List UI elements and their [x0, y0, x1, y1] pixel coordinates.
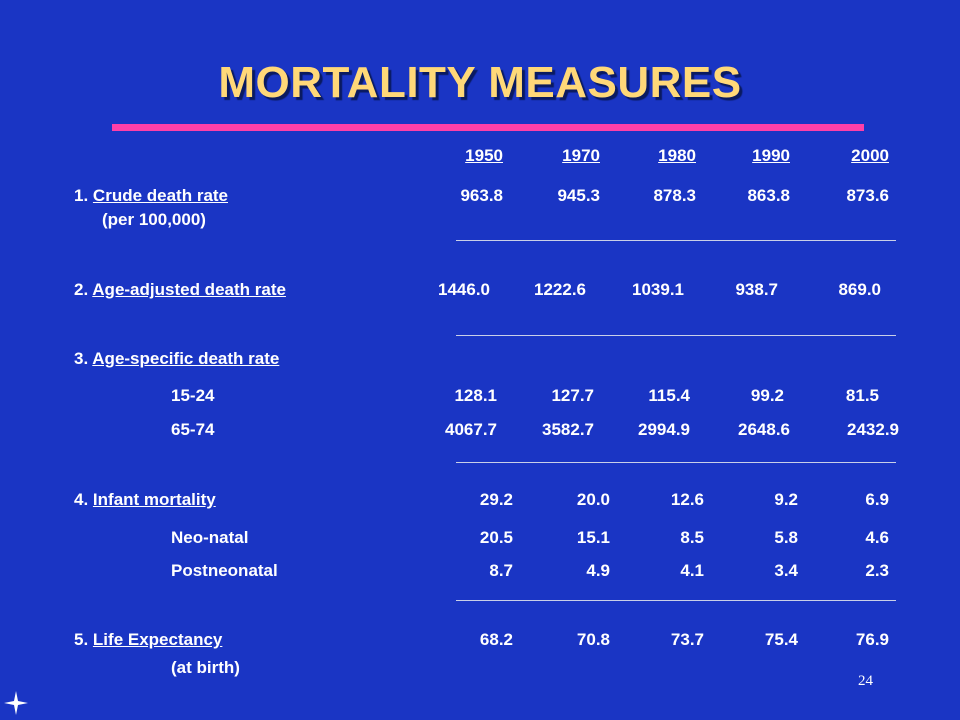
cell-value: 1446.0	[438, 280, 490, 299]
cell-value: 869.0	[838, 280, 881, 299]
row-crude-death-rate: 1. Crude death rate	[74, 186, 228, 206]
slide-title: MORTALITY MEASURES	[218, 58, 742, 107]
row-number: 4.	[74, 490, 89, 509]
row-number: 3.	[74, 349, 89, 368]
cell-value: 70.8	[576, 630, 610, 649]
cell-value: 73.7	[670, 630, 704, 649]
row-label: Crude death rate	[92, 186, 229, 205]
cell-value: 2994.9	[638, 420, 690, 439]
cell-value: 5.8	[774, 528, 798, 547]
cell-value: 2648.6	[738, 420, 790, 439]
cell-value: 3.4	[774, 561, 798, 580]
cell-value: 20.0	[576, 490, 610, 509]
year-header-1980: 1980	[658, 146, 696, 165]
section-divider	[456, 240, 896, 241]
cell-value: 81.5	[845, 386, 879, 405]
section-divider	[456, 600, 896, 601]
cell-value: 115.4	[648, 386, 690, 405]
row-label-65-74: 65-74	[171, 420, 215, 439]
four-point-star-icon	[4, 691, 28, 715]
cell-value: 6.9	[865, 490, 889, 509]
row-label-15-24: 15-24	[171, 386, 215, 405]
cell-value: 878.3	[653, 186, 696, 205]
cell-value: 4.6	[865, 528, 889, 547]
cell-value: 12.6	[670, 490, 704, 509]
row-life-expectancy: 5. Life Expectancy	[74, 630, 222, 650]
cell-value: 15.1	[576, 528, 610, 547]
row-label: Life Expectancy	[92, 630, 223, 649]
year-header-1990: 1990	[752, 146, 790, 165]
cell-value: 20.5	[479, 528, 513, 547]
year-header-2000: 2000	[851, 146, 889, 165]
row-sublabel: (at birth)	[171, 658, 240, 677]
cell-value: 2.3	[865, 561, 889, 580]
row-number: 5.	[74, 630, 89, 649]
row-age-specific-death-rate: 3. Age-specific death rate	[74, 349, 279, 369]
cell-value: 873.6	[846, 186, 889, 205]
year-header-1970: 1970	[562, 146, 600, 165]
cell-value: 99.2	[750, 386, 784, 405]
cell-value: 4067.7	[445, 420, 497, 439]
cell-value: 863.8	[747, 186, 790, 205]
row-label: Age-specific death rate	[92, 349, 280, 368]
section-divider	[456, 462, 896, 463]
cell-value: 75.4	[764, 630, 798, 649]
row-number: 2.	[74, 280, 89, 299]
cell-value: 68.2	[479, 630, 513, 649]
row-number: 1.	[74, 186, 89, 205]
cell-value: 1039.1	[632, 280, 684, 299]
section-divider	[456, 335, 896, 336]
cell-value: 128.1	[454, 386, 497, 405]
cell-value: 4.1	[680, 561, 704, 580]
cell-value: 4.9	[586, 561, 610, 580]
row-age-adjusted-death-rate: 2. Age-adjusted death rate	[74, 280, 286, 300]
title-underline-rule	[112, 124, 864, 131]
cell-value: 2432.9	[847, 420, 899, 439]
cell-value: 938.7	[735, 280, 778, 299]
cell-value: 3582.7	[542, 420, 594, 439]
cell-value: 29.2	[479, 490, 513, 509]
cell-value: 127.7	[551, 386, 594, 405]
cell-value: 963.8	[460, 186, 503, 205]
row-label: Infant mortality	[92, 490, 216, 509]
row-infant-mortality: 4. Infant mortality	[74, 490, 216, 510]
row-label-neo-natal: Neo-natal	[171, 528, 249, 547]
row-sublabel: (per 100,000)	[102, 210, 206, 229]
page-number: 24	[858, 673, 873, 689]
cell-value: 8.7	[489, 561, 513, 580]
cell-value: 1222.6	[534, 280, 586, 299]
cell-value: 8.5	[680, 528, 704, 547]
year-header-1950: 1950	[465, 146, 503, 165]
row-label: Age-adjusted death rate	[92, 280, 286, 299]
cell-value: 945.3	[557, 186, 600, 205]
cell-value: 76.9	[855, 630, 889, 649]
row-label-postneonatal: Postneonatal	[171, 561, 278, 580]
cell-value: 9.2	[774, 490, 798, 509]
